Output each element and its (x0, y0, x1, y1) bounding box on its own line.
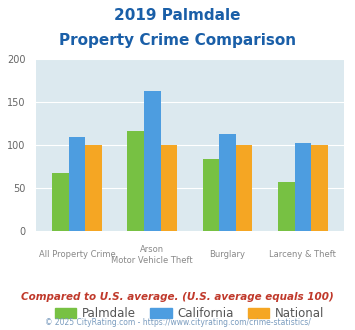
Bar (236, 145, 252, 231)
Text: Burglary: Burglary (209, 250, 246, 259)
Bar (144, 91, 160, 231)
Bar (311, 145, 328, 231)
Bar (127, 131, 144, 231)
Legend: Palmdale, California, National: Palmdale, California, National (50, 302, 329, 325)
Bar (160, 145, 177, 231)
Bar (69, 137, 85, 231)
Bar (278, 182, 295, 231)
Bar (85, 145, 102, 231)
Text: Larceny & Theft: Larceny & Theft (269, 250, 336, 259)
Bar (52, 173, 69, 231)
Text: 2019 Palmdale: 2019 Palmdale (114, 8, 241, 23)
Text: Arson: Arson (140, 245, 164, 254)
Text: Property Crime Comparison: Property Crime Comparison (59, 33, 296, 48)
Bar (219, 134, 236, 231)
Text: Motor Vehicle Theft: Motor Vehicle Theft (111, 256, 193, 265)
Text: © 2025 CityRating.com - https://www.cityrating.com/crime-statistics/: © 2025 CityRating.com - https://www.city… (45, 318, 310, 327)
Text: Compared to U.S. average. (U.S. average equals 100): Compared to U.S. average. (U.S. average … (21, 292, 334, 302)
Bar (295, 143, 311, 231)
Bar (203, 159, 219, 231)
Text: All Property Crime: All Property Crime (39, 250, 115, 259)
